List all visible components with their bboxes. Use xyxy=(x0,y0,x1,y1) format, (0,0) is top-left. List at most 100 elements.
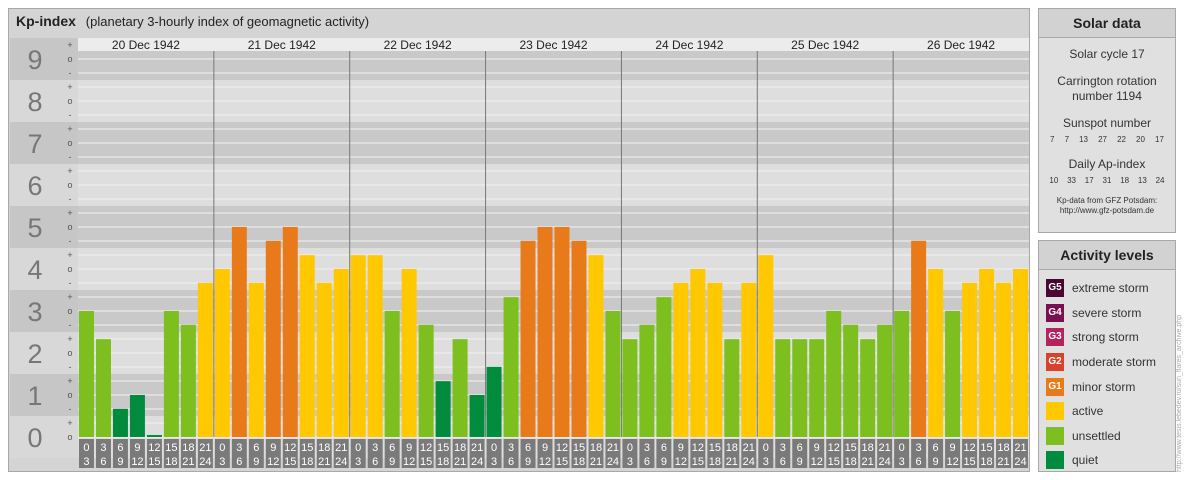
kp-bar xyxy=(741,282,757,437)
hour-label-box xyxy=(724,439,740,468)
day-label: 22 Dec 1942 xyxy=(384,38,452,52)
hour-label-box xyxy=(537,439,553,468)
hour-label-end: 15 xyxy=(556,456,568,468)
hour-label-box xyxy=(860,439,876,468)
hour-label-end: 15 xyxy=(692,456,704,468)
source-link[interactable]: http://www.gfz-potsdam.de xyxy=(1059,206,1155,215)
y-minor-band xyxy=(60,374,78,416)
sunspot-value: 20 xyxy=(1136,135,1145,144)
hour-label-box xyxy=(384,439,400,468)
hour-label-end: 12 xyxy=(946,456,958,468)
hour-label-box xyxy=(265,439,281,468)
hour-label-start: 15 xyxy=(845,442,857,454)
hour-label-start: 3 xyxy=(100,442,106,454)
legend-label: moderate storm xyxy=(1072,355,1157,370)
hour-label-start: 9 xyxy=(950,442,956,454)
hour-label-box xyxy=(945,439,961,468)
hour-label-end: 24 xyxy=(199,456,211,468)
chart-title-main: Kp-index xyxy=(16,13,76,29)
hour-label-end: 12 xyxy=(675,456,687,468)
kp-bar xyxy=(180,324,196,437)
y-minor-tick-label: o xyxy=(67,348,72,358)
hour-label-end: 21 xyxy=(318,456,330,468)
hour-label-box xyxy=(673,439,689,468)
y-minor-tick-label: + xyxy=(67,376,72,386)
ap-values: 10 33 17 31 18 13 24 xyxy=(1039,176,1175,185)
sunspot-value: 22 xyxy=(1117,135,1126,144)
hour-label-start: 12 xyxy=(692,442,704,454)
kp-bar xyxy=(860,339,876,437)
hour-label-box xyxy=(435,439,451,468)
y-minor-tick-label: + xyxy=(67,124,72,134)
hour-label-start: 0 xyxy=(627,442,633,454)
y-tick-label: 9 xyxy=(27,45,42,75)
hour-label-start: 6 xyxy=(389,442,395,454)
hour-label-start: 21 xyxy=(199,442,211,454)
hour-label-end: 24 xyxy=(743,456,755,468)
hour-label-end: 21 xyxy=(590,456,602,468)
y-minor-tick-label: - xyxy=(69,68,72,78)
hour-label-box xyxy=(571,439,587,468)
hour-label-end: 12 xyxy=(267,456,279,468)
hour-label-box xyxy=(197,439,213,468)
ap-value: 33 xyxy=(1067,176,1076,185)
hour-label-end: 12 xyxy=(811,456,823,468)
y-minor-tick-label: + xyxy=(67,166,72,176)
kp-bar xyxy=(928,269,944,437)
hour-label-start: 0 xyxy=(83,442,89,454)
hour-label-box xyxy=(146,439,162,468)
hour-label-start: 15 xyxy=(573,442,585,454)
y-minor-band xyxy=(60,416,78,458)
hour-label-end: 15 xyxy=(420,456,432,468)
kp-bar xyxy=(622,339,638,437)
y-tick-label: 3 xyxy=(27,297,42,327)
kp-bar xyxy=(673,282,689,437)
legend-swatch: G4 xyxy=(1046,303,1064,322)
y-tick-label: 1 xyxy=(27,381,42,411)
kp-bar xyxy=(639,324,655,437)
hour-label-end: 15 xyxy=(963,456,975,468)
hour-label-box xyxy=(962,439,978,468)
y-axis-band xyxy=(10,122,60,164)
sunspot-value: 7 xyxy=(1050,135,1055,144)
kp-bar xyxy=(1013,269,1028,437)
legend-item: G5 extreme storm xyxy=(1039,276,1175,301)
y-minor-tick-label: o xyxy=(67,264,72,274)
hour-label-end: 9 xyxy=(117,456,123,468)
hour-label-box xyxy=(758,439,774,468)
hour-label-box xyxy=(690,439,706,468)
y-minor-tick-label: o xyxy=(67,306,72,316)
kp-bar xyxy=(248,282,264,437)
legend-swatch xyxy=(1046,402,1064,421)
hour-label-start: 9 xyxy=(270,442,276,454)
archive-credit: http://www.tesis.lebedev.ru/sun_flares_a… xyxy=(1176,314,1183,472)
hour-label-start: 21 xyxy=(607,442,619,454)
hour-label-end: 3 xyxy=(83,456,89,468)
hour-label-start: 15 xyxy=(165,442,177,454)
hour-label-end: 3 xyxy=(219,456,225,468)
y-minor-tick-label: - xyxy=(69,236,72,246)
hour-label-start: 18 xyxy=(726,442,738,454)
hour-label-start: 15 xyxy=(301,442,313,454)
legend-item: G4 severe storm xyxy=(1039,301,1175,326)
hour-label-start: 0 xyxy=(899,442,905,454)
hour-label-end: 6 xyxy=(372,456,378,468)
hour-label-start: 12 xyxy=(420,442,432,454)
source-line-1: Kp-data from GFZ Potsdam: xyxy=(1056,196,1158,205)
y-axis-band xyxy=(10,374,60,416)
y-tick-label: 4 xyxy=(27,255,42,285)
hour-label-start: 12 xyxy=(556,442,568,454)
kp-bar xyxy=(418,324,434,437)
hour-label-end: 3 xyxy=(355,456,361,468)
hour-label-start: 21 xyxy=(1014,442,1026,454)
day-label: 21 Dec 1942 xyxy=(248,38,316,52)
hour-label-start: 6 xyxy=(525,442,531,454)
hour-label-start: 12 xyxy=(284,442,296,454)
legend-label: severe storm xyxy=(1072,305,1142,320)
hour-label-box xyxy=(112,439,128,468)
legend-swatch: G5 xyxy=(1046,279,1064,298)
hour-label-end: 18 xyxy=(709,456,721,468)
hour-label-end: 12 xyxy=(403,456,415,468)
sunspot-value: 27 xyxy=(1098,135,1107,144)
hour-label-start: 3 xyxy=(644,442,650,454)
